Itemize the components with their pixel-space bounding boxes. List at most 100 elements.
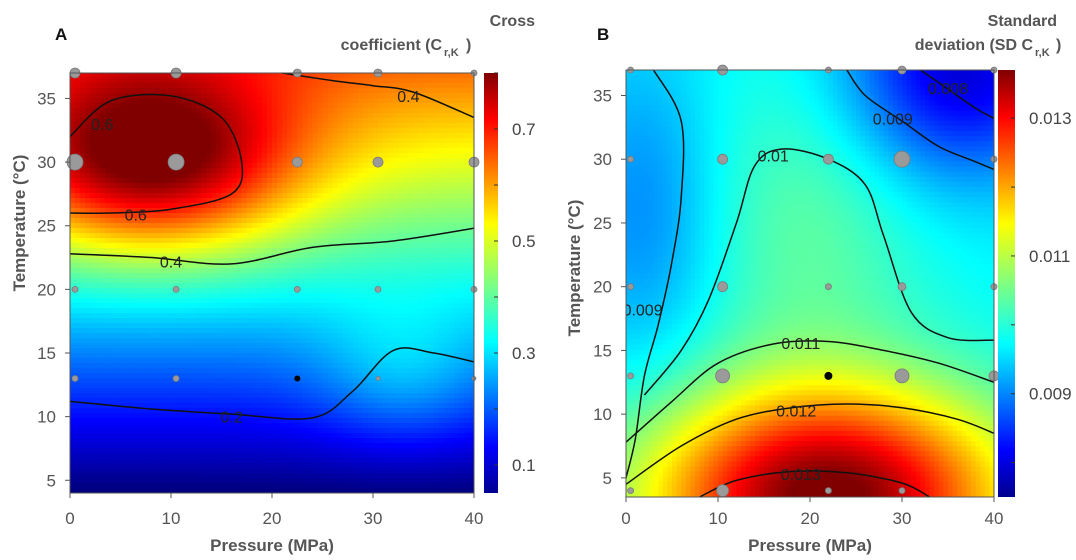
heat-cell [181, 183, 187, 189]
heat-cell [251, 488, 258, 493]
heat-cell [307, 88, 313, 94]
heat-cell [302, 108, 308, 114]
heat-cell [241, 153, 248, 159]
heat-cell [322, 173, 329, 179]
heat-cell [282, 218, 288, 224]
heat-cell [135, 373, 142, 379]
heat-cell [337, 413, 344, 419]
heat-cell [327, 113, 334, 119]
heat-cell [115, 488, 122, 493]
heat-cell [266, 448, 273, 454]
heat-cell [261, 488, 268, 493]
heat-cell [115, 468, 122, 474]
heat-cell [322, 238, 329, 244]
heat-cell [236, 118, 243, 124]
heat-cell [221, 313, 228, 319]
heat-cell [352, 333, 359, 339]
heat-cell [256, 238, 263, 244]
heat-cell [110, 348, 117, 354]
heat-cell [292, 438, 298, 444]
heat-cell [70, 333, 76, 339]
heat-cell [80, 358, 86, 364]
heat-cell [327, 388, 334, 394]
heat-cell [206, 198, 212, 204]
heat-cell [367, 188, 374, 194]
heat-cell [266, 323, 273, 329]
heat-cell [145, 388, 152, 394]
heat-cell [135, 183, 142, 189]
heat-cell [171, 388, 177, 394]
heat-cell [236, 133, 243, 139]
heat-cell [221, 108, 228, 114]
heat-cell [352, 263, 359, 269]
heat-cell [297, 308, 303, 314]
heat-cell [176, 413, 182, 419]
heat-cell [176, 168, 182, 174]
heat-cell [171, 393, 177, 399]
heat-cell [332, 313, 339, 319]
heat-cell [297, 273, 303, 279]
heat-cell [266, 353, 273, 359]
heat-cell [266, 248, 273, 254]
heat-cell [282, 313, 288, 319]
heat-cell [75, 368, 81, 374]
heat-cell [110, 108, 117, 114]
heat-cell [251, 283, 258, 289]
heat-cell [85, 198, 91, 204]
heat-cell [155, 213, 162, 219]
heat-cell [251, 453, 258, 459]
heat-cell [302, 143, 308, 149]
heat-cell [297, 353, 303, 359]
heat-cell [367, 243, 374, 249]
heat-cell [266, 203, 273, 209]
heat-cell [201, 293, 207, 299]
heat-cell [95, 143, 101, 149]
heat-cell [307, 283, 313, 289]
heat-cell [105, 293, 111, 299]
heat-cell [272, 283, 278, 289]
heat-cell [150, 423, 157, 429]
heat-cell [196, 193, 202, 199]
heat-cell [181, 333, 187, 339]
heat-cell [80, 443, 86, 449]
heat-cell [186, 143, 192, 149]
heat-cell [85, 118, 91, 124]
heat-cell [70, 128, 76, 134]
heat-cell [85, 188, 91, 194]
heat-cell [327, 448, 334, 454]
heat-cell [70, 183, 76, 189]
heat-cell [327, 73, 334, 79]
heat-cell [181, 423, 187, 429]
heat-cell [160, 473, 167, 479]
heat-cell [312, 193, 319, 199]
heat-cell [292, 343, 298, 349]
heat-cell [135, 433, 142, 439]
heat-cell [145, 308, 152, 314]
heat-cell [342, 73, 349, 79]
heat-cell [277, 168, 283, 174]
heat-cell [266, 433, 273, 439]
heat-cell [307, 188, 313, 194]
heat-cell [115, 308, 122, 314]
heat-cell [75, 263, 81, 269]
heat-cell [150, 318, 157, 324]
heat-cell [115, 288, 122, 294]
heat-cell [120, 143, 127, 149]
heat-cell [317, 138, 324, 144]
heat-cell [165, 358, 172, 364]
heat-cell [256, 433, 263, 439]
heat-cell [95, 313, 101, 319]
heat-cell [312, 158, 319, 164]
heat-cell [135, 288, 142, 294]
heat-cell [226, 363, 233, 369]
heat-cell [216, 383, 223, 389]
heat-cell [115, 158, 122, 164]
heat-cell [332, 338, 339, 344]
heat-cell [342, 333, 349, 339]
heat-cell [307, 233, 313, 239]
heat-cell [211, 223, 218, 229]
heat-cell [95, 433, 101, 439]
heat-cell [145, 348, 152, 354]
heat-cell [75, 88, 81, 94]
heat-cell [90, 318, 96, 324]
